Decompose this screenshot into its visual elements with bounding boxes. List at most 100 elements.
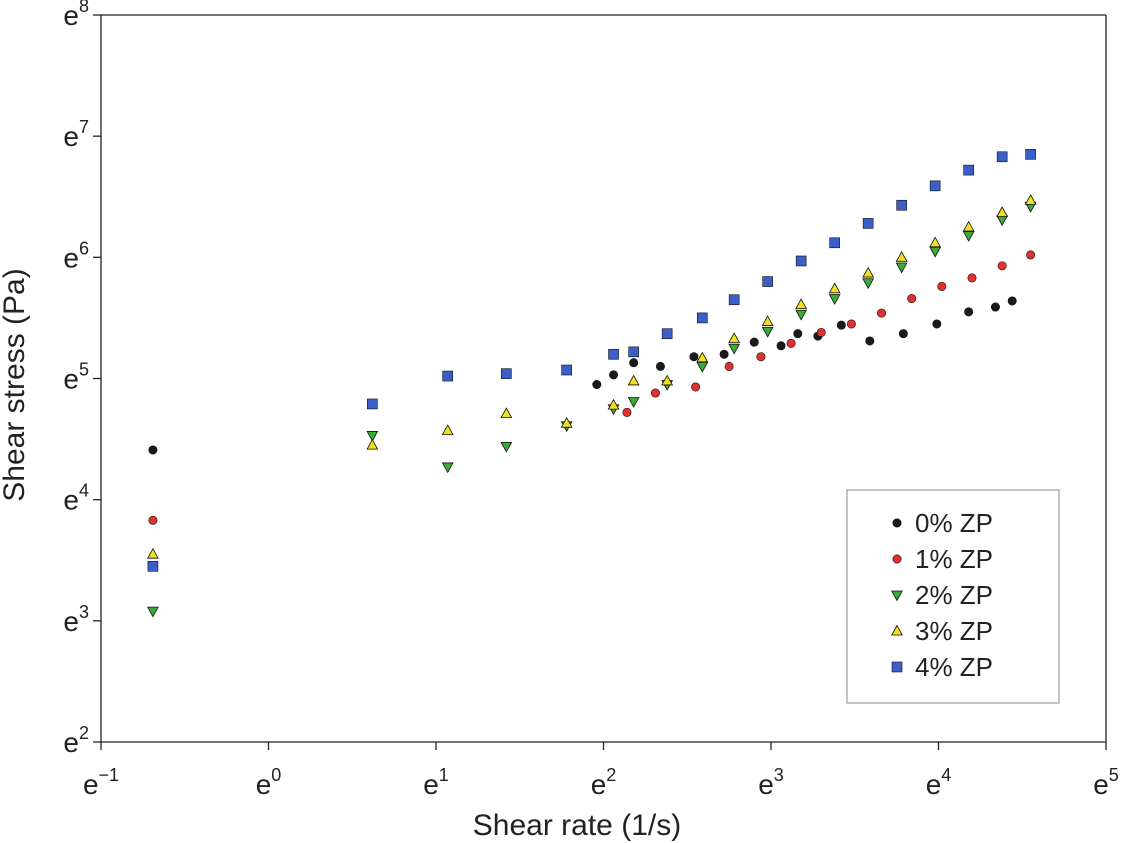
data-point <box>691 382 701 392</box>
data-point <box>756 352 766 362</box>
data-point <box>661 328 673 339</box>
data-point <box>442 370 454 382</box>
data-point <box>608 348 619 360</box>
data-point <box>749 337 759 347</box>
x-tick-label: e−1 <box>83 765 119 800</box>
y-tick-label: e7 <box>63 117 89 152</box>
y-tick-label: e6 <box>63 238 89 273</box>
data-point <box>1026 250 1036 260</box>
x-axis-title: Shear rate (1/s) <box>473 809 681 842</box>
legend-marker <box>892 518 902 528</box>
data-point <box>846 319 856 329</box>
legend-label: 0% ZP <box>915 508 993 538</box>
data-point <box>1025 149 1036 160</box>
data-point <box>762 276 773 287</box>
legend-label: 1% ZP <box>915 544 993 574</box>
data-point <box>963 164 974 176</box>
data-point <box>441 424 454 436</box>
y-tick-label: e5 <box>63 360 89 395</box>
data-point <box>862 218 874 229</box>
data-point <box>996 151 1008 163</box>
legend-marker <box>891 661 903 673</box>
data-point <box>561 364 572 376</box>
data-point <box>836 320 846 330</box>
x-tick-label: e4 <box>926 765 952 800</box>
data-point <box>728 343 741 355</box>
x-tick-label: e5 <box>1093 765 1119 800</box>
legend: 0% ZP 1% ZP 2% ZP 3% ZP 4% ZP <box>846 489 1060 704</box>
data-point <box>609 370 619 380</box>
data-point <box>929 180 941 192</box>
data-point <box>996 215 1009 227</box>
data-point <box>761 326 774 338</box>
data-point <box>932 319 942 329</box>
series-2zp <box>146 202 1037 618</box>
data-point <box>929 236 942 248</box>
data-point <box>147 561 159 572</box>
data-point <box>629 358 639 368</box>
data-point <box>895 251 908 262</box>
data-point <box>696 361 709 373</box>
data-point <box>148 445 158 455</box>
data-point <box>719 349 729 359</box>
data-point <box>689 352 699 362</box>
data-point <box>895 262 908 274</box>
data-point <box>696 351 709 363</box>
data-point <box>607 398 620 410</box>
data-point <box>828 294 841 305</box>
x-ticks: e−1 e0 e1 e2 e3 e4 e5 <box>83 742 1119 800</box>
data-point <box>829 237 840 249</box>
data-point <box>1024 194 1037 205</box>
data-point <box>622 407 632 417</box>
data-point <box>1007 296 1017 306</box>
data-point <box>697 312 708 324</box>
data-point <box>896 199 907 211</box>
data-point <box>560 417 573 428</box>
data-point <box>877 308 887 318</box>
data-point <box>795 255 807 267</box>
data-point <box>907 294 917 304</box>
data-point <box>990 302 1000 312</box>
data-point <box>862 278 875 290</box>
data-point <box>962 231 975 242</box>
data-point <box>146 606 159 618</box>
data-point <box>828 282 841 294</box>
data-point <box>816 327 826 337</box>
legend-marker <box>891 624 903 636</box>
data-point <box>964 307 974 317</box>
y-tick-label: e4 <box>63 481 89 516</box>
series-1zp <box>148 250 1036 525</box>
data-point <box>865 336 875 346</box>
data-point <box>929 246 942 258</box>
y-tick-label: e3 <box>63 602 89 637</box>
y-tick-label: e8 <box>63 0 89 31</box>
data-point <box>627 374 640 386</box>
data-point <box>962 220 975 232</box>
data-point <box>500 441 513 453</box>
data-point <box>795 298 808 309</box>
x-tick-label: e3 <box>758 765 784 800</box>
data-point <box>148 515 158 525</box>
data-point <box>795 309 808 321</box>
series-3zp <box>146 194 1037 559</box>
data-point <box>776 341 786 351</box>
y-ticks: e2 e3 e4 e5 e6 e7 e8 <box>63 0 101 758</box>
data-point <box>728 294 740 306</box>
x-tick-label: e0 <box>256 765 282 800</box>
data-point <box>967 273 977 283</box>
y-axis-title: Shear stress (Pa) <box>0 268 31 501</box>
data-point <box>786 338 796 348</box>
data-point <box>146 547 159 559</box>
data-point <box>366 438 379 450</box>
data-point <box>862 266 875 278</box>
data-point <box>728 332 741 343</box>
legend-label: 3% ZP <box>915 616 993 646</box>
legend-items: 0% ZP 1% ZP 2% ZP 3% ZP 4% ZP <box>891 508 993 682</box>
data-point <box>661 374 674 386</box>
x-tick-label: e1 <box>423 765 449 800</box>
data-point <box>500 407 513 419</box>
y-tick-label: e2 <box>63 723 89 758</box>
data-point <box>655 361 665 371</box>
data-point <box>761 315 774 326</box>
